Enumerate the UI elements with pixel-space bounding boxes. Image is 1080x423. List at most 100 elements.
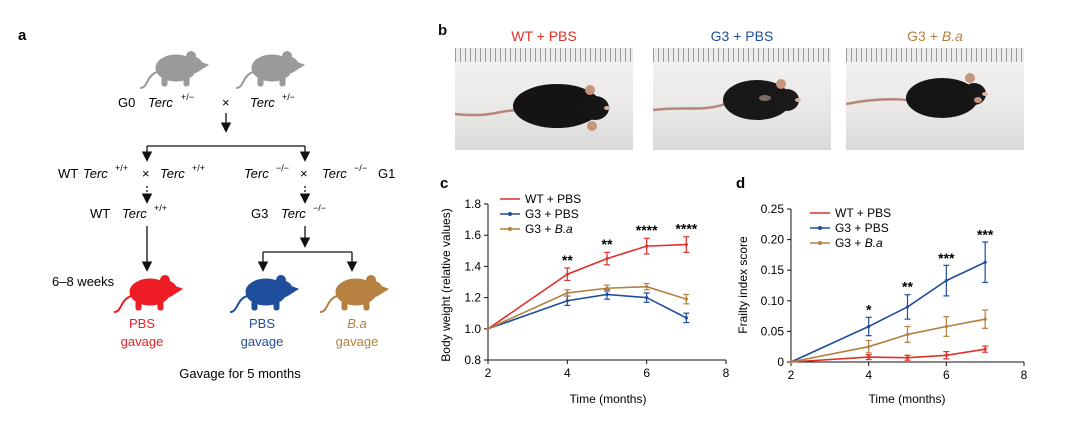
x-tick-label: 8 bbox=[723, 366, 730, 380]
x-tick-label: 2 bbox=[788, 368, 795, 382]
chart-d-ylabel: Frailty index score bbox=[736, 236, 750, 334]
legend-label-italic: B.a bbox=[865, 236, 883, 250]
significance-annotation: ** bbox=[902, 279, 913, 295]
panel-d-label: d bbox=[736, 175, 745, 192]
panel-c-body-weight-chart: c Body weight (relative values) Time (mo… bbox=[439, 175, 730, 406]
legend-label-2: G3 + B.a bbox=[525, 222, 573, 236]
g0-mouse-right-icon bbox=[235, 50, 305, 89]
x-tick-label: 6 bbox=[943, 368, 950, 382]
gavage-duration-label: Gavage for 5 months bbox=[179, 366, 301, 381]
wt-pbs-mouse-icon bbox=[113, 274, 183, 313]
data-point bbox=[684, 297, 688, 301]
photo-wt-pbs bbox=[455, 48, 633, 150]
x-tick-label: 8 bbox=[1021, 368, 1028, 382]
photo-title-g3-pbs: G3 + PBS bbox=[710, 28, 774, 44]
g3-ba-treatment-label: B.a bbox=[347, 316, 367, 331]
y-tick-label: 1.6 bbox=[464, 228, 481, 242]
data-point bbox=[605, 257, 609, 261]
wt-row-gene: Terc bbox=[122, 206, 147, 221]
g1-ko-parent1-genotype: −/− bbox=[276, 163, 289, 173]
g3-pbs-mouse-icon bbox=[229, 274, 299, 313]
x-tick-label: 6 bbox=[643, 366, 650, 380]
data-point bbox=[867, 355, 871, 359]
g3-pbs-gavage-label: gavage bbox=[241, 334, 284, 349]
g0-parent-left-gene: Terc bbox=[148, 95, 173, 110]
significance-annotation: **** bbox=[636, 222, 658, 238]
g1-wt-cross: × bbox=[142, 166, 150, 181]
wt-gavage-label: gavage bbox=[121, 334, 164, 349]
g1-ko-parent1-gene: Terc bbox=[244, 166, 269, 181]
g3-row-label: G3 bbox=[251, 206, 268, 221]
g0-parent-left-genotype: +/− bbox=[181, 92, 194, 102]
g1-wt-parent2-gene: Terc bbox=[160, 166, 185, 181]
significance-annotation: *** bbox=[977, 227, 994, 243]
g1-label: G1 bbox=[378, 166, 395, 181]
g3-pbs-treatment-label: PBS bbox=[249, 316, 275, 331]
y-tick-label: 0.8 bbox=[464, 353, 481, 367]
legend-label-italic: B.a bbox=[555, 222, 573, 236]
y-tick-label: 0.20 bbox=[761, 233, 785, 247]
data-point bbox=[565, 272, 569, 276]
data-point bbox=[983, 317, 987, 321]
series-line-1 bbox=[790, 261, 986, 363]
g1-ko-parent2-genotype: −/− bbox=[354, 163, 367, 173]
g0-parent-right-genotype: +/− bbox=[282, 92, 295, 102]
data-point bbox=[789, 360, 793, 364]
wt-row-genotype: +/+ bbox=[154, 203, 167, 213]
y-tick-label: 0.05 bbox=[761, 324, 785, 338]
data-point bbox=[944, 324, 948, 329]
photo-title-g3-ba-italic: B.a bbox=[941, 28, 963, 44]
legend-label-1: G3 + PBS bbox=[525, 207, 579, 221]
panel-b-label: b bbox=[438, 22, 448, 39]
cross-symbol: × bbox=[222, 95, 230, 110]
data-point bbox=[983, 260, 987, 264]
g1-wt-parent1-gene: Terc bbox=[83, 166, 108, 181]
data-point bbox=[486, 327, 490, 331]
significance-annotation: ** bbox=[602, 236, 613, 252]
panel-d-frailty-chart: d Frailty index score Time (months) 2 4 6 8… bbox=[736, 175, 1028, 406]
data-point bbox=[944, 279, 948, 283]
data-point bbox=[684, 316, 688, 320]
g3-row-genotype: −/− bbox=[313, 203, 326, 213]
data-point bbox=[944, 353, 948, 357]
significance-annotation: *** bbox=[938, 250, 955, 266]
legend-marker-2 bbox=[818, 241, 822, 245]
y-tick-label: 0.25 bbox=[761, 202, 785, 216]
legend-marker-1 bbox=[818, 226, 822, 230]
significance-annotation: ** bbox=[562, 252, 573, 268]
g1-wt-parent2-genotype: +/+ bbox=[192, 163, 205, 173]
legend-label-prefix: G3 + bbox=[835, 236, 865, 250]
y-tick-label: 0.15 bbox=[761, 263, 785, 277]
legend-label-2: G3 + B.a bbox=[835, 236, 883, 250]
chart-c-xlabel: Time (months) bbox=[570, 392, 647, 406]
legend-marker-2 bbox=[508, 227, 512, 231]
data-point bbox=[605, 292, 609, 297]
legend-label-1: G3 + PBS bbox=[835, 221, 889, 235]
x-tick-label: 2 bbox=[485, 366, 492, 380]
data-point bbox=[905, 356, 910, 360]
data-point bbox=[565, 299, 569, 303]
data-point bbox=[645, 285, 649, 289]
data-point bbox=[684, 242, 688, 247]
data-point bbox=[867, 345, 871, 349]
g1-ko-cross: × bbox=[300, 166, 308, 181]
data-point bbox=[905, 332, 910, 337]
data-point bbox=[645, 296, 649, 300]
significance-annotation: **** bbox=[675, 221, 697, 237]
y-tick-label: 1.8 bbox=[464, 197, 481, 211]
g0-mouse-left-icon bbox=[139, 50, 209, 89]
wt-treatment-label: PBS bbox=[129, 316, 155, 331]
panel-c-label: c bbox=[440, 175, 448, 192]
data-point bbox=[605, 286, 609, 290]
legend-label-prefix: G3 + bbox=[525, 222, 555, 236]
data-point bbox=[867, 324, 871, 329]
g1-ko-parent2-gene: Terc bbox=[322, 166, 347, 181]
photo-title-g3-ba: G3 + B.a bbox=[846, 28, 1024, 44]
y-tick-label: 1.2 bbox=[464, 291, 481, 305]
legend-label-0: WT + PBS bbox=[525, 192, 581, 206]
legend-marker-1 bbox=[508, 212, 512, 216]
wt-row-label: WT bbox=[90, 206, 110, 221]
panel-a-breeding-scheme: a G0 Terc +/− × Terc +/− WT Terc +/+ × T… bbox=[18, 27, 395, 381]
x-tick-label: 4 bbox=[865, 368, 872, 382]
g3-row-gene: Terc bbox=[281, 206, 306, 221]
